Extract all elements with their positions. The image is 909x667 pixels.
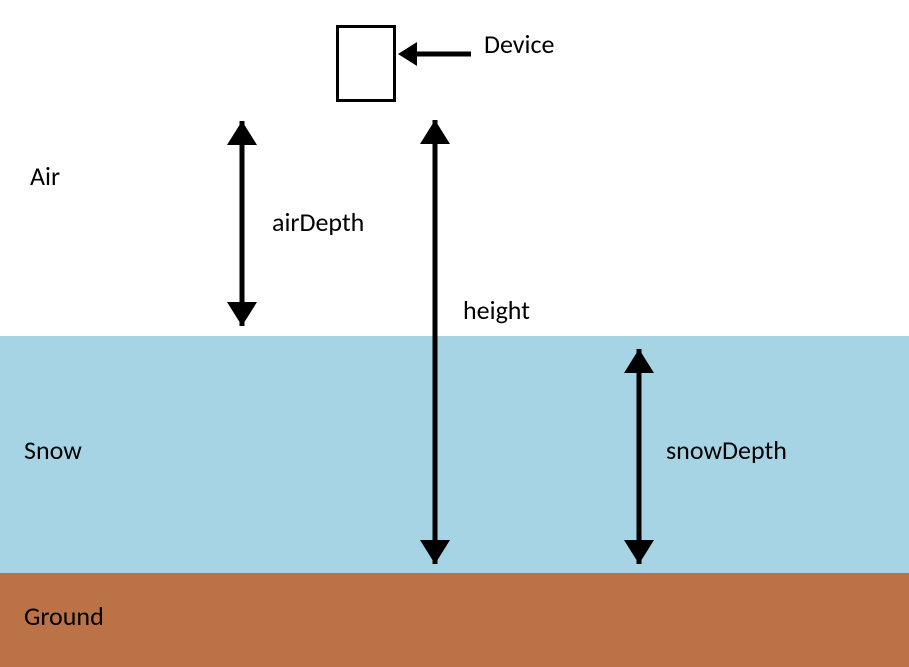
snow-depth-diagram: Air Snow Ground Device airDepth height s… (0, 0, 909, 667)
device-pointer-arrow (398, 42, 471, 66)
arrow-shaft (637, 349, 642, 564)
arrow-shaft (433, 120, 438, 564)
height-arrow (418, 120, 452, 564)
ground-label: Ground (24, 600, 104, 632)
air-depth-arrow (225, 121, 259, 326)
ground-layer (0, 573, 909, 667)
air-depth-label: airDepth (272, 206, 364, 238)
arrow-head-down-icon (624, 540, 654, 564)
height-label: height (463, 294, 530, 326)
arrow-shaft (410, 52, 471, 57)
device-label: Device (484, 28, 554, 60)
snow-label: Snow (24, 434, 82, 466)
arrow-head-down-icon (420, 540, 450, 564)
air-label: Air (30, 160, 60, 192)
snow-depth-arrow (622, 349, 656, 564)
arrow-shaft (240, 121, 245, 326)
snow-depth-label: snowDepth (666, 434, 787, 466)
arrow-head-down-icon (227, 302, 257, 326)
device-box (336, 25, 396, 102)
